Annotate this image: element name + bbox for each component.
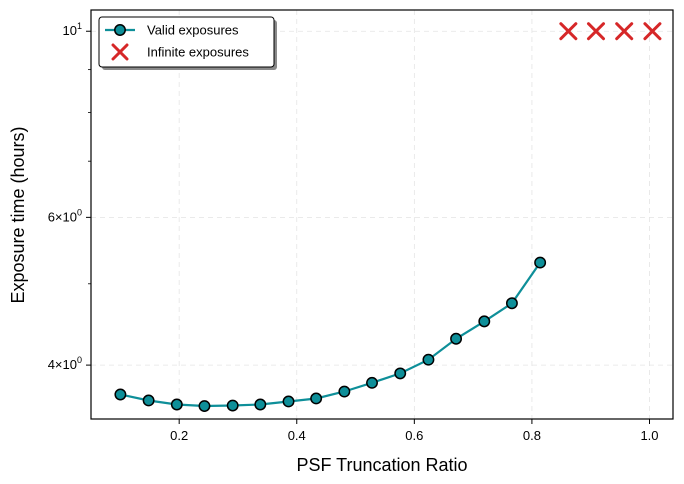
series-line-valid-exposures [120,261,542,408]
x-axis: 0.2 0.4 0.6 0.8 1.0 [170,419,659,443]
data-point-valid-exposure [338,385,351,398]
data-point-valid-exposure [226,399,239,412]
data-point-valid-exposure [478,315,491,328]
data-point-valid-exposure [394,367,407,380]
data-point-infinite-exposure [643,22,662,41]
legend-swatch-marker [114,24,126,36]
data-point-valid-exposure [142,394,155,407]
grid-lines [91,10,673,419]
data-point-valid-exposure [170,398,183,411]
data-point-valid-exposure [310,392,323,405]
x-tick-label: 1.0 [640,428,658,443]
data-point-valid-exposure [198,400,211,412]
data-point-valid-exposure [114,388,127,401]
data-point-valid-exposure [422,353,435,366]
axes-frame [90,9,674,420]
data-point-valid-exposure [254,398,267,411]
x-marker-stroke [586,22,605,41]
x-marker-stroke [615,22,634,41]
plot-area [114,22,662,412]
y-tick-label: 101 [63,21,82,38]
legend: Valid exposures Infinite exposures [98,16,277,70]
legend-swatch-x [111,43,129,61]
x-tick-label: 0.4 [288,428,306,443]
data-point-valid-exposure [366,376,378,389]
legend-box [98,16,275,68]
data-point-valid-exposure [534,256,547,269]
x-tick-label: 0.2 [170,428,188,443]
x-tick-label: 0.8 [523,428,541,443]
y-tick-label: 4×100 [48,355,82,372]
x-axis-title: PSF Truncation Ratio [296,455,467,475]
data-point-infinite-exposure [559,22,578,41]
x-tick-label: 0.6 [405,428,423,443]
y-axis-title: Exposure time (hours) [8,126,28,303]
x-marker-stroke [559,22,578,41]
data-point-valid-exposure [450,332,463,345]
data-point-valid-exposure [505,297,518,310]
legend-label-infinite-exposures: Infinite exposures [147,45,249,60]
data-point-infinite-exposure [615,22,634,41]
data-point-infinite-exposure [586,22,605,41]
x-marker-stroke [643,22,662,41]
data-point-valid-exposure [282,395,295,408]
legend-label-valid-exposures: Valid exposures [147,23,239,38]
y-tick-label: 6×100 [48,207,82,224]
y-axis: 4×100 6×100 101 [48,21,91,372]
